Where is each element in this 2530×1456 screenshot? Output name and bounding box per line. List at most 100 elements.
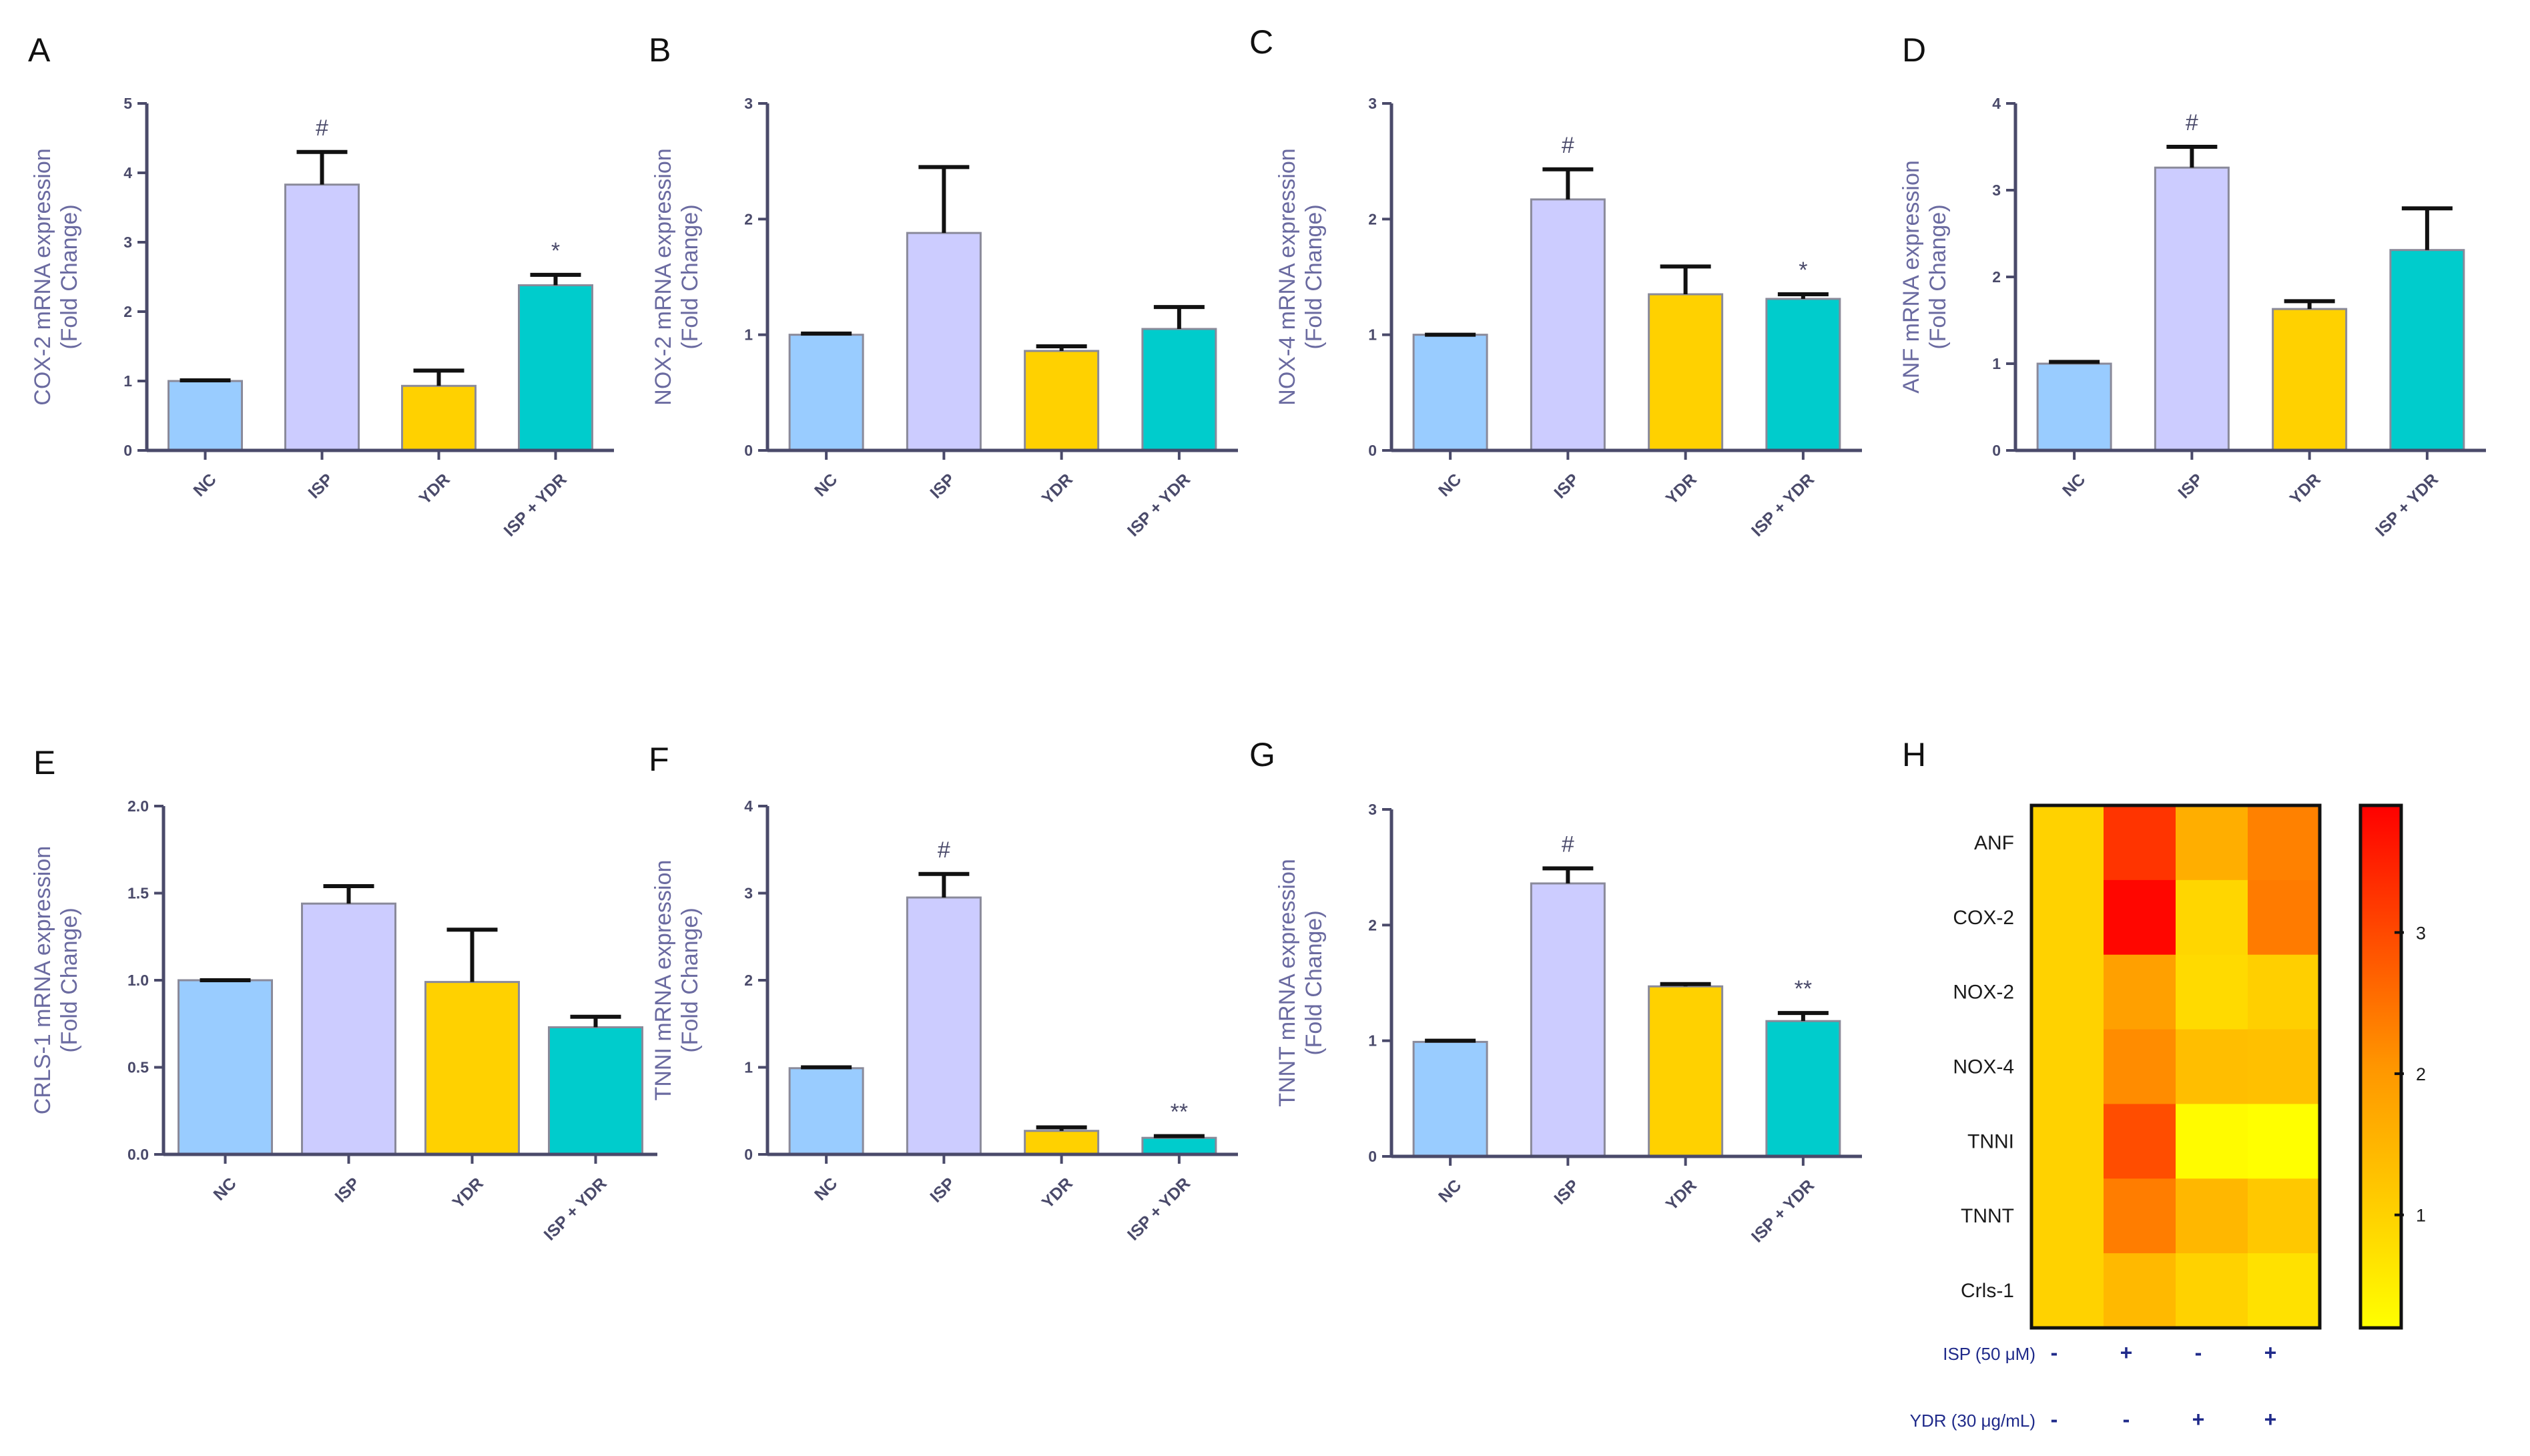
y-tick-label: 0: [1368, 1148, 1377, 1165]
x-tick-label: ISP + YDR: [541, 1174, 611, 1244]
treatment-sign: -: [2051, 1341, 2058, 1365]
bar-nc: [788, 334, 864, 452]
x-tick-label: ISP + YDR: [1748, 470, 1818, 540]
panel-letter: C: [1249, 23, 1273, 61]
y-axis-title: COX-2 mRNA expression(Fold Change): [30, 148, 82, 405]
bar-ydr: [1024, 1130, 1100, 1156]
heatmap-cell: [2031, 1029, 2104, 1104]
panel-letter: E: [33, 744, 55, 781]
y-axis-title-line: CRLS-1 mRNA expression: [30, 846, 55, 1114]
significance-marker: #: [316, 115, 328, 141]
y-tick-label: 2: [1368, 916, 1377, 934]
y-axis-title: NOX-4 mRNA expression(Fold Change): [1275, 148, 1327, 405]
bar-nc: [168, 380, 243, 452]
y-axis-title-line: (Fold Change): [1301, 910, 1327, 1055]
chart-panel-f: F TNNI mRNA expression(Fold Change) NC # ISP…: [649, 741, 1238, 1244]
y-tick-label: 3: [123, 234, 132, 251]
x-tick-label: ISP: [331, 1174, 363, 1206]
heatmap-cell: [2248, 1253, 2320, 1329]
y-tick-label: 1: [1992, 355, 2001, 372]
bar-ydr: [1024, 350, 1100, 452]
x-tick-label: ISP + YDR: [1124, 470, 1194, 540]
y-tick-label: 4: [123, 164, 132, 181]
heatmap-cell: [2031, 805, 2104, 881]
y-axis-title-line: COX-2 mRNA expression: [30, 148, 55, 405]
y-tick-label: 3: [744, 95, 753, 112]
heatmap-cell: [2104, 805, 2176, 881]
panel-letter: B: [649, 31, 671, 69]
heatmap-cell: [2176, 1178, 2248, 1254]
x-tick-label: ISP: [304, 470, 336, 502]
significance-marker: **: [1171, 1100, 1188, 1125]
bar-isp: [906, 232, 982, 452]
y-tick-label: 4: [744, 797, 753, 815]
y-axis-title: TNNT mRNA expression(Fold Change): [1275, 859, 1327, 1107]
treatment-label: YDR (30 μg/mL): [1910, 1411, 2035, 1431]
x-tick-label: ISP + YDR: [2372, 470, 2442, 540]
heatmap-cell: [2176, 805, 2248, 881]
y-axis-title-line: (Fold Change): [677, 204, 703, 349]
bar-nc: [2036, 362, 2112, 452]
significance-marker: **: [1795, 976, 1812, 1002]
colorbar-tick-label: 3: [2416, 923, 2426, 943]
chart-panel-h: H ANF COX-2 NOX-2 NOX-4 TNNI TNNT Crls-1 1 2 3 ISP …: [1902, 736, 2426, 1431]
y-tick-label: 0: [123, 442, 132, 459]
y-tick-label: 1: [744, 1059, 753, 1076]
y-tick-label: 2: [1992, 268, 2001, 286]
heatmap-cell: [2104, 1104, 2176, 1179]
heatmap-cell: [2104, 1178, 2176, 1254]
bar-ydr: [1648, 985, 1724, 1158]
x-tick-label: ISP: [926, 470, 958, 502]
y-axis-title: NOX-2 mRNA expression(Fold Change): [651, 148, 703, 405]
bar-isp: [284, 184, 360, 452]
y-tick-label: 3: [1992, 181, 2001, 199]
y-tick-label: 2: [1368, 210, 1377, 228]
x-tick-label: ISP + YDR: [501, 470, 571, 540]
x-tick-label: NC: [2059, 470, 2089, 500]
treatment-sign: +: [2120, 1341, 2133, 1365]
bar-isp-ydr: [1141, 328, 1217, 452]
bar-nc: [1412, 1040, 1488, 1158]
y-tick-label: 1: [1368, 1032, 1377, 1050]
x-tick-label: YDR: [416, 470, 454, 508]
y-tick-label: 2.0: [127, 797, 149, 815]
heatmap-cell: [2031, 1104, 2104, 1179]
y-axis-title: ANF mRNA expression(Fold Change): [1899, 160, 1951, 394]
x-tick-label: YDR: [1662, 1176, 1700, 1214]
heatmap-cell: [2031, 879, 2104, 956]
bar-nc: [1412, 334, 1488, 452]
heatmap-cell: [2248, 805, 2320, 881]
bar-isp: [2154, 166, 2230, 452]
heatmap-cell: [2031, 954, 2104, 1030]
x-tick-label: YDR: [2286, 470, 2324, 508]
bar-isp: [1530, 198, 1606, 452]
significance-marker: #: [2186, 110, 2198, 135]
treatment-sign: +: [2264, 1341, 2277, 1365]
heatmap-cell: [2031, 1178, 2104, 1254]
heatmap-row-label: TNNT: [1961, 1205, 2014, 1227]
colorbar: [2358, 803, 2403, 1330]
x-tick-label: NC: [811, 470, 841, 500]
y-tick-label: 0: [1368, 442, 1377, 459]
bar-ydr: [424, 981, 520, 1156]
bar-isp-ydr: [1141, 1136, 1217, 1156]
x-tick-label: NC: [210, 1174, 240, 1204]
panel-letter: D: [1902, 31, 1926, 69]
y-axis-title-line: TNNT mRNA expression: [1275, 859, 1300, 1107]
colorbar-tick-label: 2: [2416, 1064, 2426, 1084]
y-axis-title-line: (Fold Change): [57, 907, 82, 1052]
bar-ydr: [1648, 293, 1724, 452]
heatmap-cell: [2104, 1029, 2176, 1104]
panel-letter: H: [1902, 736, 1926, 773]
y-axis-title-line: (Fold Change): [57, 204, 82, 349]
heatmap-row-label: Crls-1: [1961, 1280, 2014, 1302]
y-tick-label: 5: [123, 95, 132, 112]
y-axis-title: CRLS-1 mRNA expression(Fold Change): [30, 846, 82, 1114]
y-axis-title-line: (Fold Change): [677, 907, 703, 1052]
panel-letter: A: [28, 31, 51, 69]
y-tick-label: 0: [1992, 442, 2001, 459]
significance-marker: *: [551, 238, 560, 264]
y-tick-label: 3: [744, 885, 753, 902]
x-tick-label: YDR: [449, 1174, 487, 1212]
treatment-sign: +: [2264, 1407, 2277, 1431]
